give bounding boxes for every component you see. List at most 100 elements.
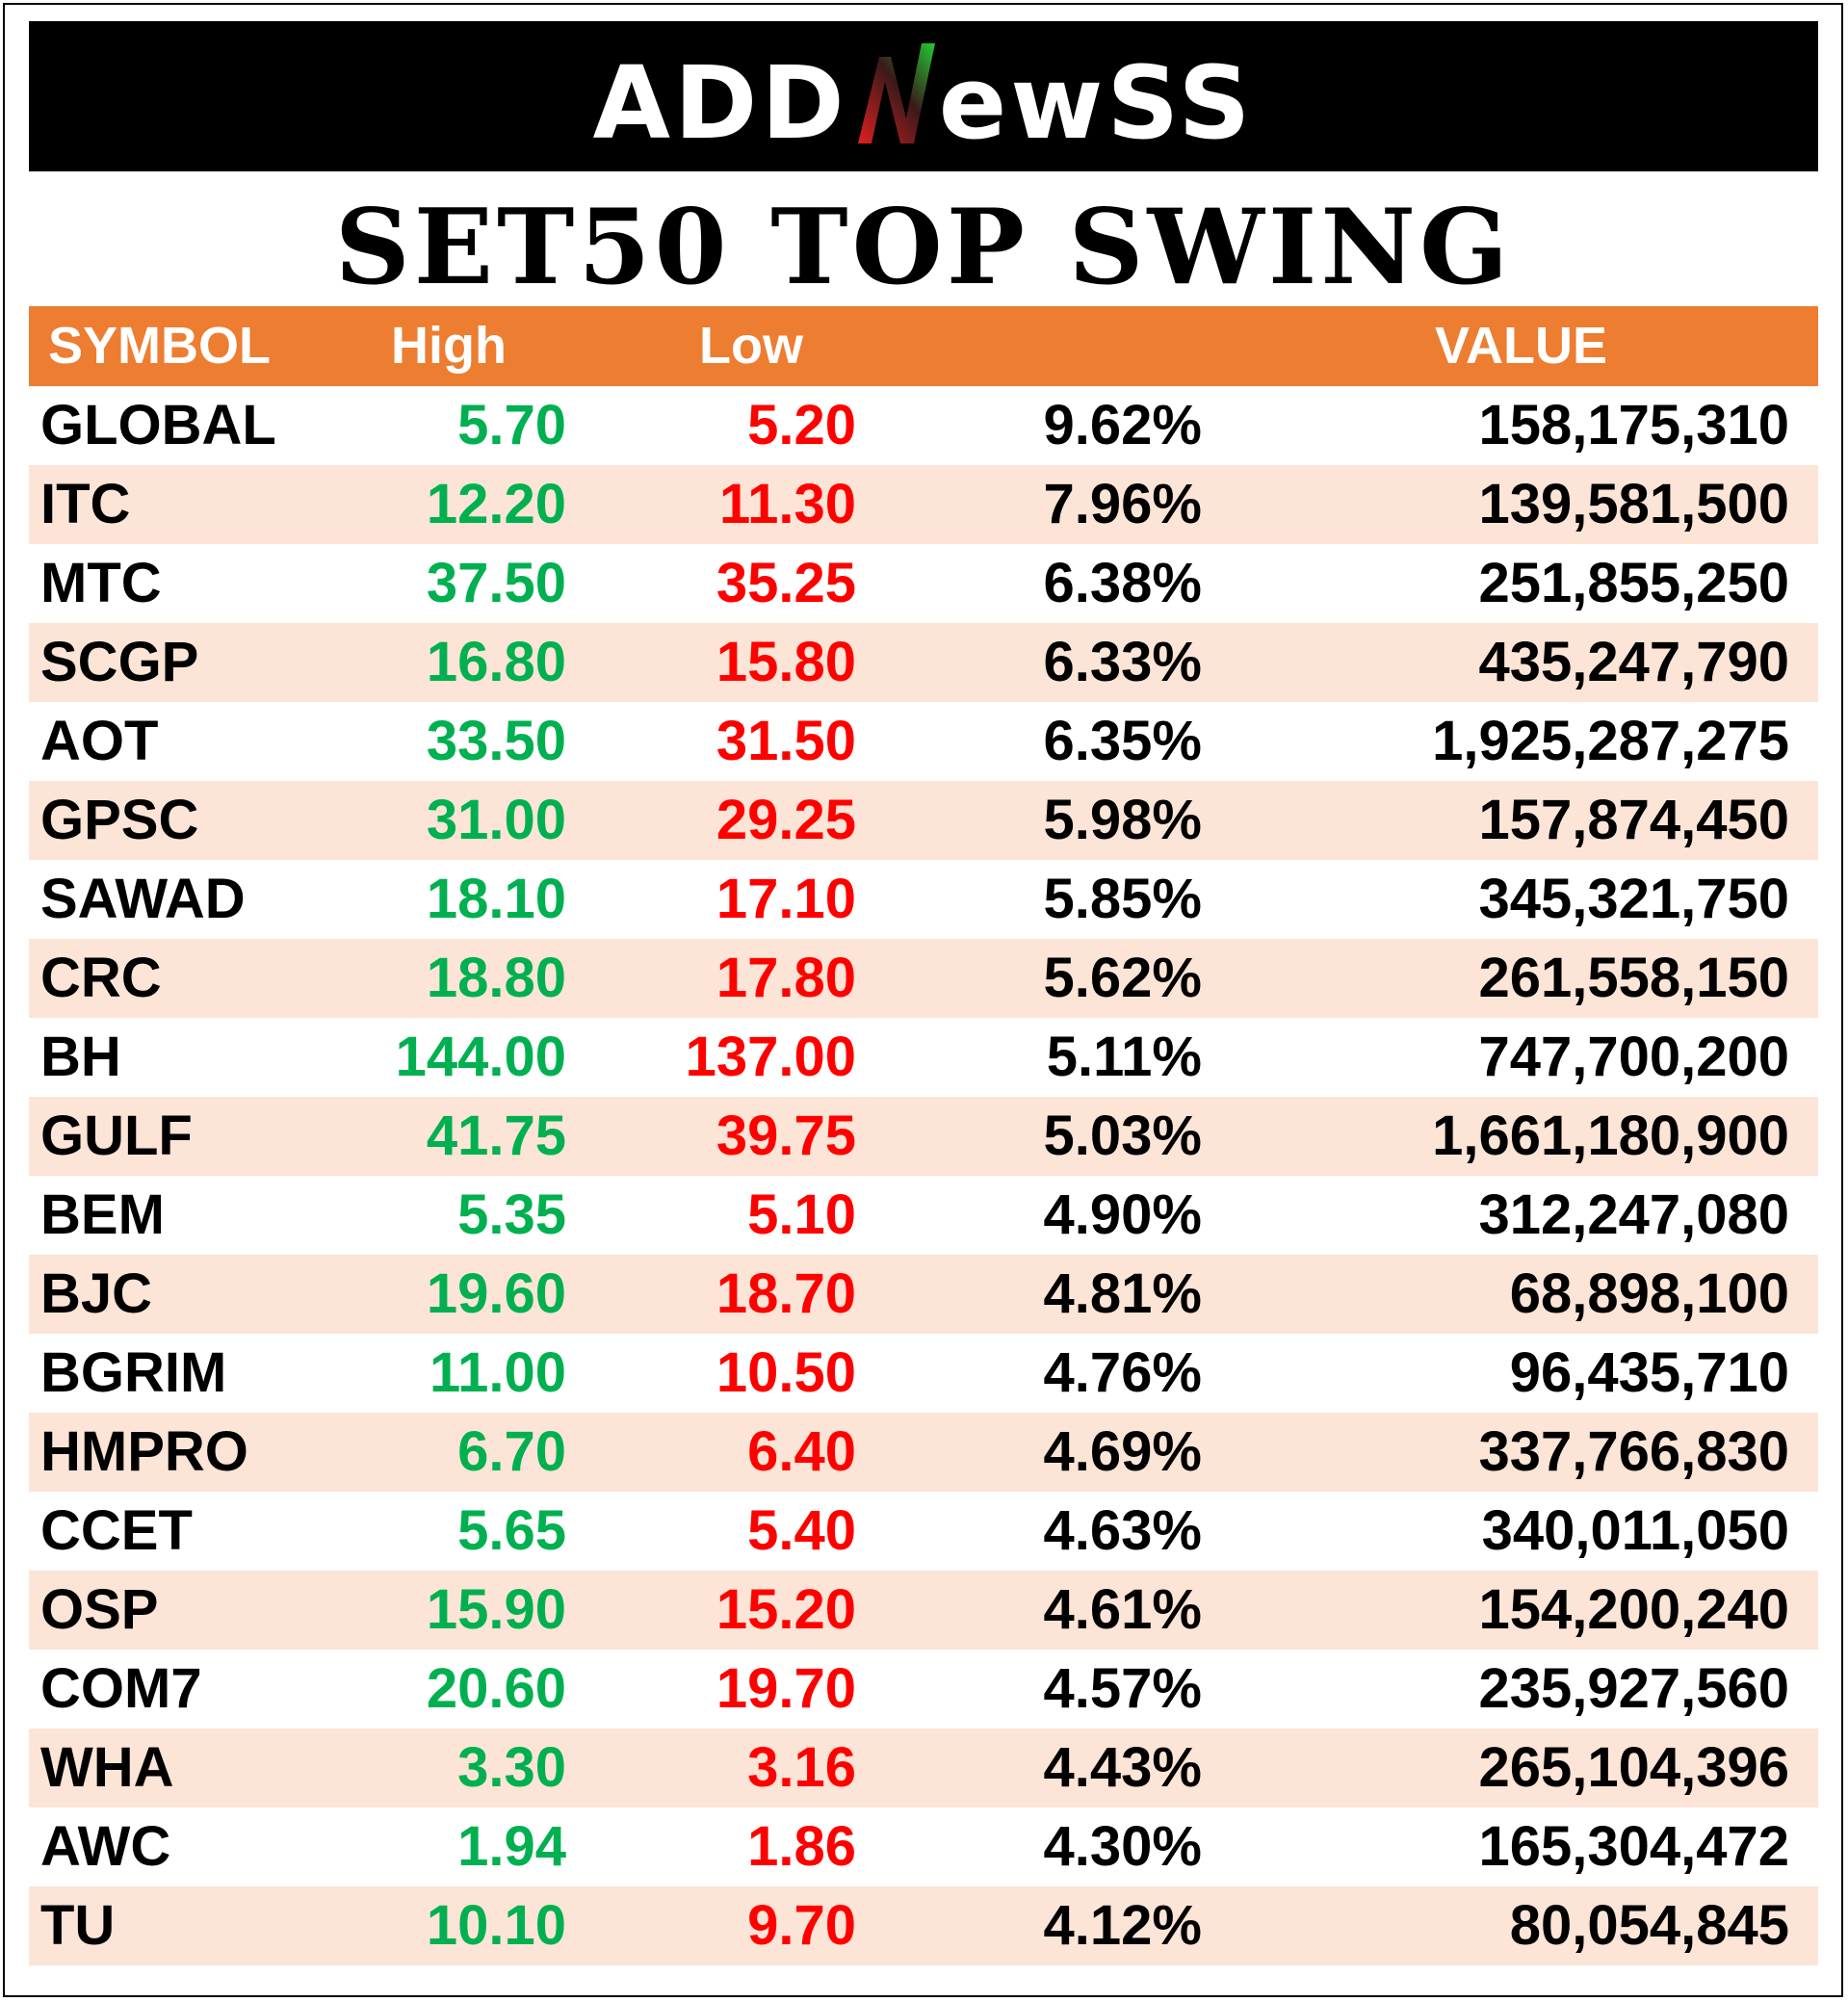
page-frame	[3, 3, 1843, 1997]
low-cell: 39.75	[716, 1105, 856, 1167]
value-cell: 139,581,500	[1478, 473, 1789, 535]
value-cell: 158,175,310	[1478, 394, 1789, 456]
value-cell: 435,247,790	[1478, 631, 1789, 693]
high-cell: 16.80	[426, 631, 566, 693]
low-cell: 5.20	[747, 394, 856, 456]
low-cell: 19.70	[716, 1657, 856, 1720]
swing-percent-cell: 4.30%	[1043, 1815, 1202, 1878]
swing-percent-cell: 4.12%	[1043, 1894, 1202, 1957]
symbol-cell: GPSC	[40, 789, 199, 851]
symbol-cell: ITC	[40, 473, 131, 535]
page-title: SET50 TOP SWING	[334, 187, 1513, 308]
table-row: ITC 12.20 11.30 7.96% 139,581,500	[29, 465, 1818, 544]
symbol-cell: WHA	[40, 1736, 174, 1799]
table-row: BEM 5.35 5.10 4.90% 312,247,080	[29, 1176, 1818, 1255]
low-cell: 35.25	[716, 552, 856, 614]
low-cell: 11.30	[719, 473, 856, 535]
swing-percent-cell: 4.61%	[1043, 1578, 1202, 1641]
value-cell: 312,247,080	[1478, 1183, 1789, 1246]
symbol-cell: BGRIM	[40, 1341, 227, 1404]
logo-text-left: ADD	[592, 43, 848, 162]
high-cell: 37.50	[426, 552, 566, 614]
table-row: AWC 1.94 1.86 4.30% 165,304,472	[29, 1807, 1818, 1886]
low-cell: 5.10	[747, 1183, 856, 1246]
symbol-cell: BJC	[40, 1262, 153, 1325]
high-cell: 5.70	[457, 394, 566, 456]
low-cell: 137.00	[685, 1026, 856, 1088]
high-cell: 1.94	[457, 1815, 566, 1878]
header-high: High	[391, 317, 507, 375]
table-row: CCET 5.65 5.40 4.63% 340,011,050	[29, 1492, 1818, 1571]
swing-percent-cell: 4.81%	[1043, 1262, 1202, 1325]
high-cell: 18.10	[426, 868, 566, 930]
symbol-cell: CRC	[40, 947, 162, 1009]
symbol-cell: BEM	[40, 1183, 165, 1246]
table-row: GPSC 31.00 29.25 5.98% 157,874,450	[29, 781, 1818, 860]
low-cell: 31.50	[716, 710, 856, 772]
swing-percent-cell: 6.35%	[1043, 710, 1202, 772]
low-cell: 15.20	[716, 1578, 856, 1641]
swing-percent-cell: 4.43%	[1043, 1736, 1202, 1799]
high-cell: 20.60	[426, 1657, 566, 1720]
high-cell: 12.20	[426, 473, 566, 535]
swing-percent-cell: 5.98%	[1043, 789, 1202, 851]
table-row: COM7 20.60 19.70 4.57% 235,927,560	[29, 1650, 1818, 1729]
value-cell: 265,104,396	[1478, 1736, 1789, 1799]
low-cell: 29.25	[716, 789, 856, 851]
high-cell: 5.65	[457, 1499, 566, 1562]
swing-percent-cell: 5.11%	[1046, 1026, 1202, 1088]
symbol-cell: GULF	[40, 1105, 193, 1167]
header-low: Low	[699, 317, 803, 375]
swing-percent-cell: 9.62%	[1043, 394, 1202, 456]
symbol-cell: MTC	[40, 552, 162, 614]
low-cell: 17.10	[716, 868, 856, 930]
value-cell: 235,927,560	[1478, 1657, 1789, 1720]
table-header: SYMBOL High Low VALUE	[29, 306, 1818, 386]
symbol-cell: AOT	[40, 710, 159, 772]
high-cell: 31.00	[426, 789, 566, 851]
symbol-cell: BH	[40, 1026, 121, 1088]
value-cell: 154,200,240	[1478, 1578, 1789, 1641]
symbol-cell: SCGP	[40, 631, 199, 693]
table-row: MTC 37.50 35.25 6.38% 251,855,250	[29, 544, 1818, 623]
table-row: BH 144.00 137.00 5.11% 747,700,200	[29, 1018, 1818, 1097]
logo-text-right: ewSS	[938, 43, 1255, 162]
swing-percent-cell: 5.03%	[1043, 1105, 1202, 1167]
high-cell: 6.70	[457, 1420, 566, 1483]
value-cell: 261,558,150	[1478, 947, 1789, 1009]
table-row: CRC 18.80 17.80 5.62% 261,558,150	[29, 939, 1818, 1018]
table-row: BJC 19.60 18.70 4.81% 68,898,100	[29, 1255, 1818, 1334]
table-body: GLOBAL 5.70 5.20 9.62% 158,175,310 ITC 12.20 11…	[29, 386, 1818, 1965]
swing-percent-cell: 7.96%	[1043, 473, 1202, 535]
swing-table: SYMBOL High Low VALUE GLOBAL 5.70 5.20 9.62…	[29, 306, 1818, 1965]
value-cell: 80,054,845	[1509, 1894, 1789, 1957]
high-cell: 10.10	[426, 1894, 566, 1957]
value-cell: 340,011,050	[1481, 1499, 1789, 1562]
low-cell: 15.80	[716, 631, 856, 693]
table-row: SCGP 16.80 15.80 6.33% 435,247,790	[29, 623, 1818, 702]
value-cell: 251,855,250	[1478, 552, 1789, 614]
symbol-cell: TU	[40, 1894, 116, 1957]
brand-logo: ADD ewSS	[593, 32, 1255, 162]
symbol-cell: SAWAD	[40, 868, 246, 930]
low-cell: 5.40	[747, 1499, 856, 1562]
swing-percent-cell: 5.85%	[1043, 868, 1202, 930]
high-cell: 41.75	[426, 1105, 566, 1167]
value-cell: 337,766,830	[1478, 1420, 1789, 1483]
value-cell: 96,435,710	[1509, 1341, 1789, 1404]
low-cell: 18.70	[716, 1262, 856, 1325]
value-cell: 1,661,180,900	[1432, 1105, 1789, 1167]
symbol-cell: COM7	[40, 1657, 202, 1720]
high-cell: 5.35	[457, 1183, 566, 1246]
value-cell: 345,321,750	[1478, 868, 1789, 930]
logo-n-mark-icon	[857, 42, 935, 143]
brand-banner: ADD ewSS	[29, 21, 1818, 171]
swing-percent-cell: 6.33%	[1043, 631, 1202, 693]
high-cell: 144.00	[395, 1026, 566, 1088]
low-cell: 3.16	[747, 1736, 856, 1799]
value-cell: 165,304,472	[1478, 1815, 1789, 1878]
low-cell: 9.70	[747, 1894, 856, 1957]
table-row: HMPRO 6.70 6.40 4.69% 337,766,830	[29, 1413, 1818, 1492]
table-row: SAWAD 18.10 17.10 5.85% 345,321,750	[29, 860, 1818, 939]
value-cell: 1,925,287,275	[1432, 710, 1789, 772]
